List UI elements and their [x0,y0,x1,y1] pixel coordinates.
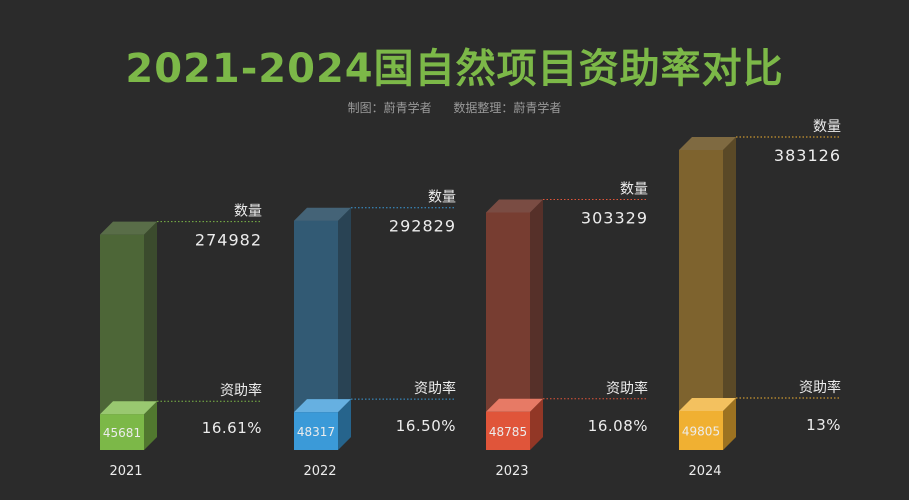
rate-value-label: 16.50% [396,417,456,435]
credit-chart-by: 制图：蔚青学者 [347,101,432,115]
funded-bar-2023-top [486,398,543,412]
funded-bar-2022-top [294,399,351,413]
funded-bar-2024-top [679,398,736,412]
funded-bar-2024-front [679,411,723,450]
funded-bar-2021-front [100,414,144,450]
x-tick-label: 2024 [688,464,721,479]
x-tick-label: 2022 [303,464,336,479]
funded-bar-2021-top [100,401,157,415]
total-bar-2023-top [486,199,543,213]
funded-bar-2022-side [338,399,351,450]
rate-value-label: 13% [806,416,841,434]
funded-bar-2024-side [723,398,736,450]
funded-value-label: 49805 [682,425,720,439]
funded-bar-2023-front [486,411,530,450]
chart-credits: 制图：蔚青学者 数据整理：蔚青学者 [0,99,909,116]
chart-title: 2021-2024国自然项目资助率对比 [125,46,784,92]
rate-caption: 资助率 [606,380,648,397]
count-caption: 数量 [813,119,841,135]
funded-value-label: 48785 [489,425,527,439]
count-caption: 数量 [428,190,456,206]
count-caption: 数量 [620,181,648,197]
funded-value-label: 45681 [103,426,141,440]
total-bar-2022-top [294,207,351,221]
total-bar-2021-top [100,221,157,235]
count-value-label: 303329 [581,208,648,227]
rate-caption: 资助率 [799,379,841,396]
funded-bar-2022-front [294,412,338,450]
funded-bar-2021-side [144,401,157,450]
count-value-label: 383126 [774,146,841,165]
rate-value-label: 16.08% [588,417,648,435]
x-tick-label: 2021 [109,464,142,479]
count-value-label: 274982 [195,231,262,250]
count-caption: 数量 [234,204,262,220]
total-bar-2023-side [530,199,543,450]
funded-value-label: 48317 [297,425,335,439]
x-tick-label: 2023 [495,464,528,479]
rate-value-label: 16.61% [202,419,262,437]
total-bar-2024-side [723,137,736,450]
total-bar-2022-side [338,207,351,450]
rate-caption: 资助率 [220,382,262,399]
count-value-label: 292829 [389,217,456,236]
funded-bar-2023-side [530,398,543,450]
total-bar-2021-side [144,221,157,450]
total-bar-2024-top [679,137,736,150]
credit-data-by: 数据整理：蔚青学者 [453,101,562,115]
rate-caption: 资助率 [414,380,456,397]
